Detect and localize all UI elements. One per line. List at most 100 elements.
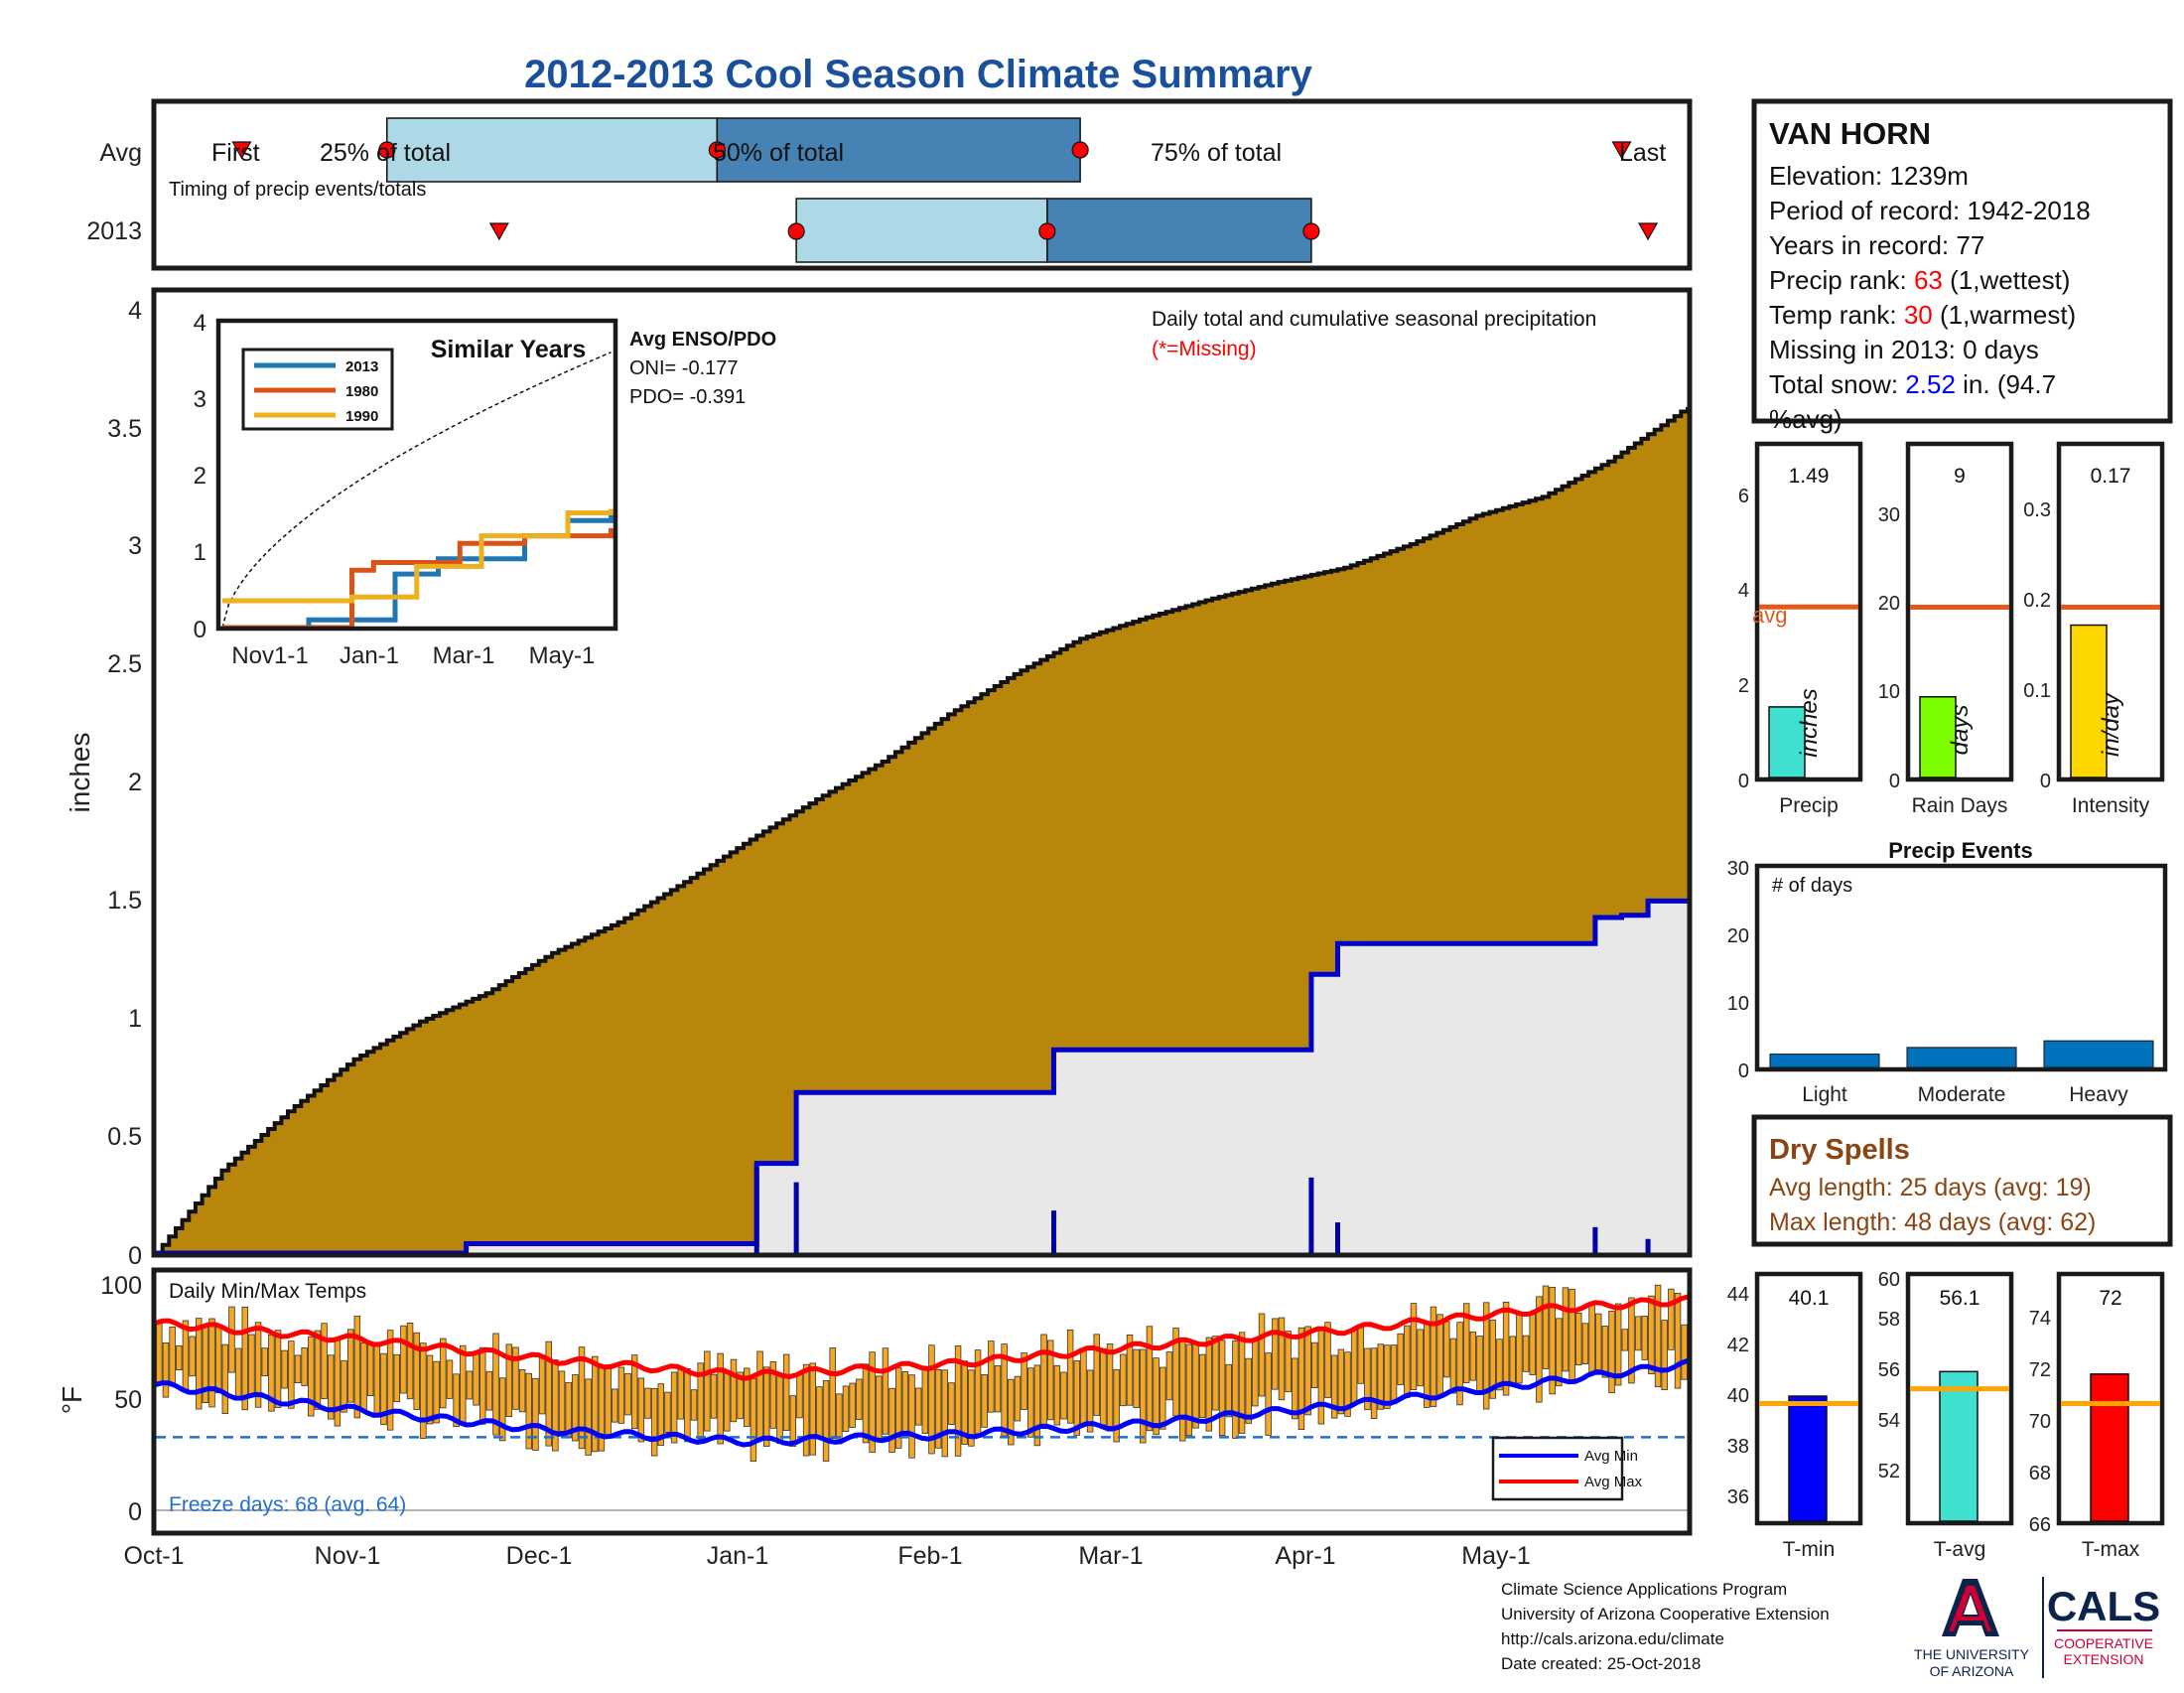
precip-ytick-0: 0 bbox=[128, 1242, 142, 1270]
inset-ytick-2: 2 bbox=[194, 463, 206, 490]
station-name: VAN HORN bbox=[1769, 116, 1931, 151]
similar-years-inset: 0 1 2 3 4 Nov1-1 Jan-1 Mar-1 May-1 Simil… bbox=[194, 310, 618, 669]
daily-temp-bar bbox=[776, 1373, 783, 1445]
daily-temp-bar bbox=[538, 1355, 546, 1415]
daily-temp-bar bbox=[802, 1363, 810, 1457]
daily-temp-bar bbox=[1370, 1347, 1378, 1419]
daily-temp-bar bbox=[670, 1371, 678, 1444]
tmin-value: 40.1 bbox=[1789, 1287, 1830, 1310]
daily-temp-bar bbox=[1185, 1343, 1193, 1437]
daily-temp-bar bbox=[373, 1342, 381, 1416]
daily-temp-bar bbox=[386, 1330, 394, 1431]
daily-temp-bar bbox=[1502, 1301, 1510, 1396]
events-ytick-10: 10 bbox=[1727, 993, 1749, 1015]
daily-temp-bar bbox=[492, 1333, 499, 1436]
daily-temp-bar bbox=[1681, 1324, 1688, 1380]
daily-temp-bar bbox=[1093, 1334, 1100, 1416]
daily-temp-bar bbox=[1008, 1378, 1015, 1446]
temp-ytick-0: 0 bbox=[128, 1498, 142, 1526]
precip-ytick-2-5: 2.5 bbox=[107, 650, 142, 678]
tmin-ytick-36: 36 bbox=[1727, 1486, 1749, 1508]
daily-temp-bar bbox=[440, 1338, 447, 1409]
daily-temp-bar bbox=[1066, 1330, 1074, 1424]
avg-first-marker bbox=[231, 141, 252, 160]
precip-area-layer bbox=[156, 407, 1690, 1256]
y2013-p75-marker bbox=[1302, 222, 1320, 240]
daily-temp-bar bbox=[724, 1372, 731, 1432]
daily-temp-bar bbox=[1060, 1371, 1067, 1420]
daily-temp-bar bbox=[1113, 1368, 1120, 1443]
daily-temp-bar bbox=[1536, 1296, 1543, 1403]
daily-temp-bar bbox=[1404, 1325, 1411, 1398]
daily-temp-bar bbox=[552, 1359, 559, 1452]
daily-temp-bar bbox=[1297, 1327, 1305, 1430]
events-ytick-0: 0 bbox=[1738, 1060, 1749, 1082]
daily-temp-bar bbox=[1292, 1357, 1298, 1420]
daily-temp-bar bbox=[162, 1341, 170, 1398]
precip-events-note: # of days bbox=[1772, 875, 1852, 897]
daily-temp-bar bbox=[221, 1343, 229, 1415]
daily-temp-bar bbox=[737, 1371, 744, 1420]
events-bar-heavy bbox=[2043, 1040, 2154, 1068]
daily-temp-bar bbox=[1436, 1314, 1443, 1399]
precip-total-label: Precip bbox=[1779, 794, 1839, 817]
xtick-apr: Apr-1 bbox=[1275, 1542, 1335, 1570]
daily-temp-bar bbox=[941, 1369, 949, 1458]
rain-days-value: 9 bbox=[1954, 465, 1966, 488]
y2013-p50-marker bbox=[1038, 222, 1056, 240]
daily-temp-bar bbox=[1648, 1295, 1655, 1374]
daily-temp-bar bbox=[630, 1354, 638, 1430]
daily-temp-bar bbox=[505, 1343, 513, 1417]
daily-temp-bar bbox=[1100, 1347, 1107, 1426]
temp-ytick-50: 50 bbox=[114, 1386, 142, 1414]
avg-p75-marker bbox=[1071, 141, 1089, 159]
precip-events-title: Precip Events bbox=[1888, 838, 2033, 863]
xtick-feb: Feb-1 bbox=[897, 1542, 962, 1570]
daily-temp-bar bbox=[744, 1367, 751, 1427]
daily-temp-bar bbox=[928, 1344, 935, 1455]
daily-temp-bar bbox=[869, 1351, 876, 1454]
daily-temp-bar bbox=[1330, 1354, 1338, 1419]
xtick-dec: Dec-1 bbox=[506, 1542, 573, 1570]
daily-temp-bar bbox=[281, 1349, 288, 1389]
daily-temp-bar bbox=[888, 1387, 895, 1454]
daily-temp-bar bbox=[1556, 1318, 1563, 1387]
daily-temp-bar bbox=[1443, 1321, 1450, 1378]
daily-temp-bar bbox=[169, 1326, 176, 1387]
daily-temp-bar bbox=[460, 1344, 467, 1424]
daily-temp-bar bbox=[1001, 1343, 1008, 1437]
daily-temp-bar bbox=[1232, 1340, 1239, 1439]
daily-temp-bar bbox=[1581, 1323, 1589, 1364]
precip-panel: 0 0.5 1 1.5 2 2.5 3 3.5 4 inches Daily t… bbox=[65, 287, 1693, 1270]
events-xtick-heavy: Heavy bbox=[2069, 1083, 2128, 1106]
daily-temp-bar bbox=[1337, 1348, 1345, 1415]
tmax-ytick-68: 68 bbox=[2029, 1463, 2051, 1484]
tmin-ytick-38: 38 bbox=[1727, 1436, 1749, 1458]
tavg-label: T-avg bbox=[1934, 1538, 1986, 1561]
daily-temp-bar bbox=[697, 1362, 704, 1440]
daily-temp-bar bbox=[366, 1342, 374, 1397]
daily-temp-bar bbox=[446, 1359, 454, 1399]
timing-25-label: 25% of total bbox=[320, 139, 451, 167]
daily-temp-bar bbox=[1178, 1340, 1186, 1442]
daily-temp-bar bbox=[1165, 1351, 1173, 1401]
temp-legend-min: Avg Min bbox=[1584, 1448, 1638, 1465]
daily-temp-bar bbox=[1542, 1285, 1550, 1369]
avg-max-line bbox=[155, 1294, 1689, 1381]
ua-logo-text-2: OF ARIZONA bbox=[1930, 1663, 2014, 1679]
timing-50-label: 50% of total bbox=[713, 139, 844, 167]
daily-temp-bar bbox=[512, 1346, 519, 1410]
season-2013-area bbox=[156, 901, 1688, 1253]
daily-temp-bar bbox=[1146, 1326, 1154, 1432]
tmin-label: T-min bbox=[1783, 1538, 1836, 1561]
events-xtick-light: Light bbox=[1802, 1083, 1847, 1106]
avg-q2-box bbox=[716, 117, 1081, 183]
oni-value: ONI= -0.177 bbox=[629, 357, 739, 379]
precip-avg-label: avg bbox=[1752, 603, 1787, 628]
daily-temp-bar bbox=[1456, 1322, 1463, 1406]
tmin-ytick-44: 44 bbox=[1727, 1284, 1749, 1306]
footer-url: http://cals.arizona.edu/climate bbox=[1501, 1629, 1724, 1648]
inset-ytick-0: 0 bbox=[194, 617, 206, 643]
avg-min-line bbox=[155, 1358, 1689, 1448]
